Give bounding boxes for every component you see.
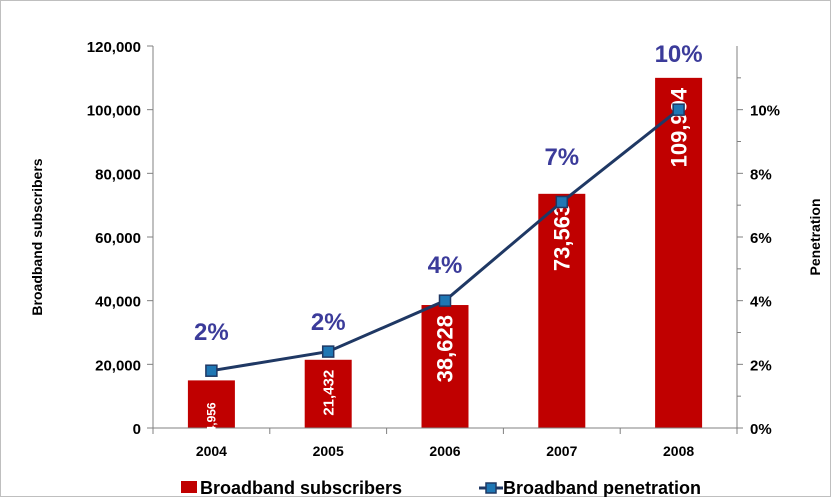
y-axis-left-title: Broadband subscribers bbox=[29, 158, 45, 315]
legend-bar-swatch bbox=[181, 481, 197, 493]
penetration-value-label-2005: 2% bbox=[311, 309, 346, 336]
penetration-marker-2004 bbox=[205, 364, 218, 377]
x-tick-label-2006: 2006 bbox=[429, 443, 460, 459]
y-left-tick-label: 20,000 bbox=[95, 357, 141, 374]
bar-2004 bbox=[187, 380, 235, 428]
y-left-tick-label: 0 bbox=[133, 421, 141, 438]
bar-value-label-2004: 14,956 bbox=[205, 402, 219, 439]
x-tick-label-2004: 2004 bbox=[196, 443, 227, 459]
bar-value-label-2008: 109,994 bbox=[666, 87, 691, 167]
legend-marker-swatch bbox=[485, 482, 497, 494]
penetration-marker-2005 bbox=[321, 345, 335, 358]
y-right-tick-label: 0% bbox=[750, 421, 772, 438]
legend-line-label: Broadband penetration bbox=[503, 478, 701, 497]
bar-2008 bbox=[655, 77, 703, 429]
legend-bar-label: Broadband subscribers bbox=[200, 478, 402, 497]
y-left-tick-label: 100,000 bbox=[87, 103, 141, 120]
y-axis-right-title: Penetration bbox=[807, 198, 823, 275]
penetration-value-label-2004: 2% bbox=[194, 319, 229, 346]
x-tick-label-2007: 2007 bbox=[546, 443, 577, 459]
y-right-tick-label: 4% bbox=[750, 294, 772, 311]
penetration-marker-2006 bbox=[438, 294, 452, 307]
bar-2007 bbox=[538, 193, 586, 428]
bar-2005 bbox=[304, 359, 352, 428]
y-right-tick-label: 10% bbox=[750, 103, 780, 120]
y-right-tick-label: 6% bbox=[750, 230, 772, 247]
x-tick-label-2008: 2008 bbox=[663, 443, 694, 459]
x-tick-label-2005: 2005 bbox=[313, 443, 344, 459]
y-left-tick-label: 80,000 bbox=[95, 166, 141, 183]
y-left-tick-label: 60,000 bbox=[95, 230, 141, 247]
y-right-tick-label: 8% bbox=[750, 166, 772, 183]
bar-value-label-2006: 38,628 bbox=[433, 315, 458, 382]
penetration-marker-2007 bbox=[555, 195, 569, 209]
y-right-tick-label: 2% bbox=[750, 357, 772, 374]
penetration-value-label-2007: 7% bbox=[544, 144, 579, 171]
penetration-marker-2008 bbox=[672, 103, 685, 116]
penetration-value-label-2006: 4% bbox=[428, 252, 463, 279]
bar-value-label-2007: 73,563 bbox=[550, 204, 575, 271]
y-left-tick-label: 40,000 bbox=[95, 294, 141, 311]
bar-value-label-2005: 21,432 bbox=[320, 370, 337, 416]
penetration-value-label-2008: 10% bbox=[655, 41, 703, 68]
bar-2006 bbox=[421, 305, 469, 428]
y-left-tick-label: 120,000 bbox=[87, 39, 141, 56]
